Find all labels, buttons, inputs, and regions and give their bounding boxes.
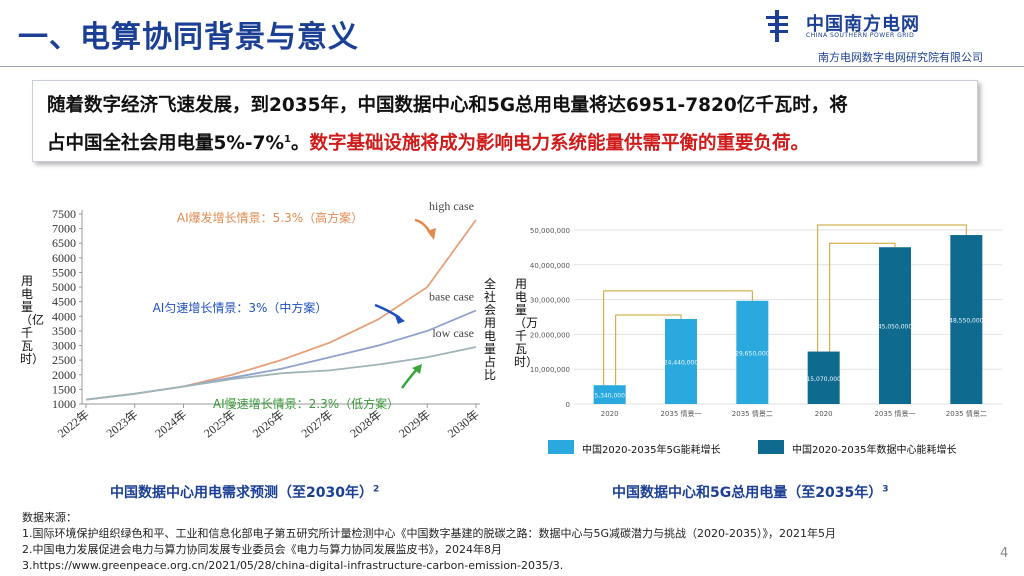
- page-number: 4: [1000, 546, 1009, 561]
- y-tick-label: 2000: [52, 368, 76, 382]
- header-divider: [0, 66, 1024, 67]
- bar-value-label: 29,650,000: [735, 350, 770, 357]
- bar: [950, 235, 983, 404]
- company-subtitle: 南方电网数字电网研究院有限公司: [818, 51, 983, 64]
- y-tick-label: 3500: [52, 324, 76, 338]
- y-tick-label: 1000: [52, 397, 76, 411]
- base-scenario-label: AI匀速增长情景：3%（中方案）: [153, 300, 328, 315]
- bar: [807, 351, 840, 404]
- source-1: 1.国际环境保护组织绿色和平、工业和信息化部电子第五研究所计量检测中心《中国数字…: [22, 527, 836, 540]
- y-tick-label: 1500: [52, 382, 76, 396]
- bar: [665, 318, 697, 404]
- y-tick-label: 4000: [52, 309, 76, 323]
- high-scenario-label: AI爆发增长情景：5.3%（高方案）: [177, 210, 363, 225]
- series-label: high case: [429, 199, 474, 213]
- x-tick-label: 2035 情景二: [732, 409, 773, 418]
- x-tick-label: 2023年: [104, 407, 141, 440]
- y-tick-label: 5000: [52, 280, 76, 294]
- arrowhead-high-icon: [427, 228, 436, 240]
- bar-value-label: 24,440,000: [664, 359, 699, 366]
- bar: [736, 300, 769, 404]
- y-tick-label: 30,000,000: [530, 297, 570, 305]
- source-3: 3.https://www.greenpeace.org.cn/2021/05/…: [22, 559, 564, 572]
- y-tick-label: 5500: [52, 265, 76, 279]
- series-line: [85, 346, 477, 401]
- growth-connector: [829, 242, 896, 352]
- bar: [879, 247, 911, 404]
- summary-text: 随着数字经济飞速发展，到2035年，中国数据中心和5G总用电量将达6951-78…: [33, 81, 977, 161]
- company-logo: 中国南方电网 CHINA SOUTHERN POWER GRID: [766, 8, 1006, 48]
- series-line: [85, 309, 477, 401]
- legend-label-5g: 中国2020-2035年5G能耗增长: [582, 445, 721, 456]
- y-tick-label: 6500: [52, 236, 76, 250]
- left-chart-caption: 中国数据中心用电需求预测（至2030年）2: [110, 484, 380, 501]
- x-tick-label: 2035 情景一: [874, 409, 915, 418]
- x-tick-label: 2030年: [445, 407, 482, 440]
- low-scenario-label: AI慢速增长情景：2.3%（低方案）: [213, 396, 399, 411]
- x-tick-label: 2027年: [299, 407, 336, 440]
- x-tick-label: 2025年: [201, 407, 238, 440]
- x-tick-label: 2020: [815, 410, 833, 418]
- summary-highlight: 数字基础设施将成为影响电力系统能量供需平衡的重要负荷。: [309, 133, 809, 155]
- legend-label-dc: 中国2020-2035年数据中心能耗增长: [792, 445, 957, 456]
- y-tick-label: 2500: [52, 353, 76, 367]
- arrowhead-base-icon: [394, 313, 405, 324]
- y-tick-label: 4500: [52, 295, 76, 309]
- bar-value-label: 5,340,000: [594, 393, 625, 400]
- growth-connector: [603, 290, 753, 386]
- summary-box: 随着数字经济飞速发展，到2035年，中国数据中心和5G总用电量将达6951-78…: [32, 80, 978, 162]
- x-tick-label: 2035 情景二: [946, 409, 987, 418]
- right-chart-caption: 中国数据中心和5G总用电量（至2035年）3: [612, 484, 889, 501]
- series-label: low case: [432, 326, 474, 340]
- x-tick-label: 2029年: [396, 407, 433, 440]
- bar-value-label: 48,550,000: [949, 318, 984, 325]
- series-label: base case: [429, 289, 474, 303]
- sources-heading: 数据来源：: [22, 511, 77, 524]
- arrow-low-icon: [400, 367, 419, 389]
- growth-connector: [817, 224, 967, 352]
- x-tick-label: 2026年: [250, 407, 287, 440]
- y-tick-label: 7000: [52, 222, 76, 236]
- summary-footnote: 1: [284, 134, 291, 145]
- summary-line-a: 随着数字经济飞速发展，到2035年，中国数据中心和5G总用电量将达6951-78…: [47, 95, 848, 116]
- legend-swatch-dc: [758, 440, 784, 454]
- summary-line-b: 占中国全社会用电量5%-7%: [47, 133, 284, 155]
- y-tick-label: 6000: [52, 251, 76, 265]
- y-tick-label: 10,000,000: [530, 366, 570, 374]
- bar-value-label: 15,070,000: [806, 376, 841, 383]
- bar-value-label: 45,050,000: [878, 324, 913, 331]
- y-tick-label: 20,000,000: [530, 331, 570, 339]
- arrowhead-low-icon: [412, 364, 422, 374]
- right-chart-legend: 中国2020-2035年5G能耗增长 中国2020-2035年数据中心能耗增长: [548, 440, 1008, 460]
- middle-label: 全社会用电量占比: [483, 277, 496, 382]
- y-tick-label: 3000: [52, 339, 76, 353]
- y-tick-label: 40,000,000: [530, 262, 570, 270]
- y-tick-label: 0: [566, 401, 570, 409]
- right-bar-chart: 0 10,000,000 20,000,000 30,000,000 40,000,00…: [530, 224, 1002, 418]
- left-line-chart: 1000150020002500300035004000450050005500…: [52, 199, 482, 441]
- x-tick-label: 2024年: [152, 407, 189, 440]
- x-tick-label: 2028年: [347, 407, 384, 440]
- sources: 数据来源： 1.国际环境保护组织绿色和平、工业和信息化部电子第五研究所计量检测中…: [22, 510, 836, 574]
- logo-mark-icon: [766, 10, 788, 42]
- page-title: 一、电算协同背景与意义: [18, 20, 359, 55]
- legend-swatch-5g: [548, 440, 574, 454]
- summary-separator: 。: [290, 133, 310, 155]
- bar: [593, 385, 626, 404]
- logo-text-cn: 中国南方电网: [806, 14, 920, 35]
- y-tick-label: 7500: [52, 207, 76, 221]
- x-tick-label: 2035 情景一: [660, 409, 701, 418]
- y-tick-label: 50,000,000: [530, 227, 570, 235]
- x-tick-label: 2020: [601, 410, 619, 418]
- x-tick-label: 2022年: [55, 407, 92, 440]
- growth-connector: [615, 314, 682, 386]
- logo-text-en: CHINA SOUTHERN POWER GRID: [806, 32, 915, 39]
- source-2: 2.中国电力发展促进会电力与算力协同发展专业委员会《电力与算力协同发展监皮书》，…: [22, 543, 502, 556]
